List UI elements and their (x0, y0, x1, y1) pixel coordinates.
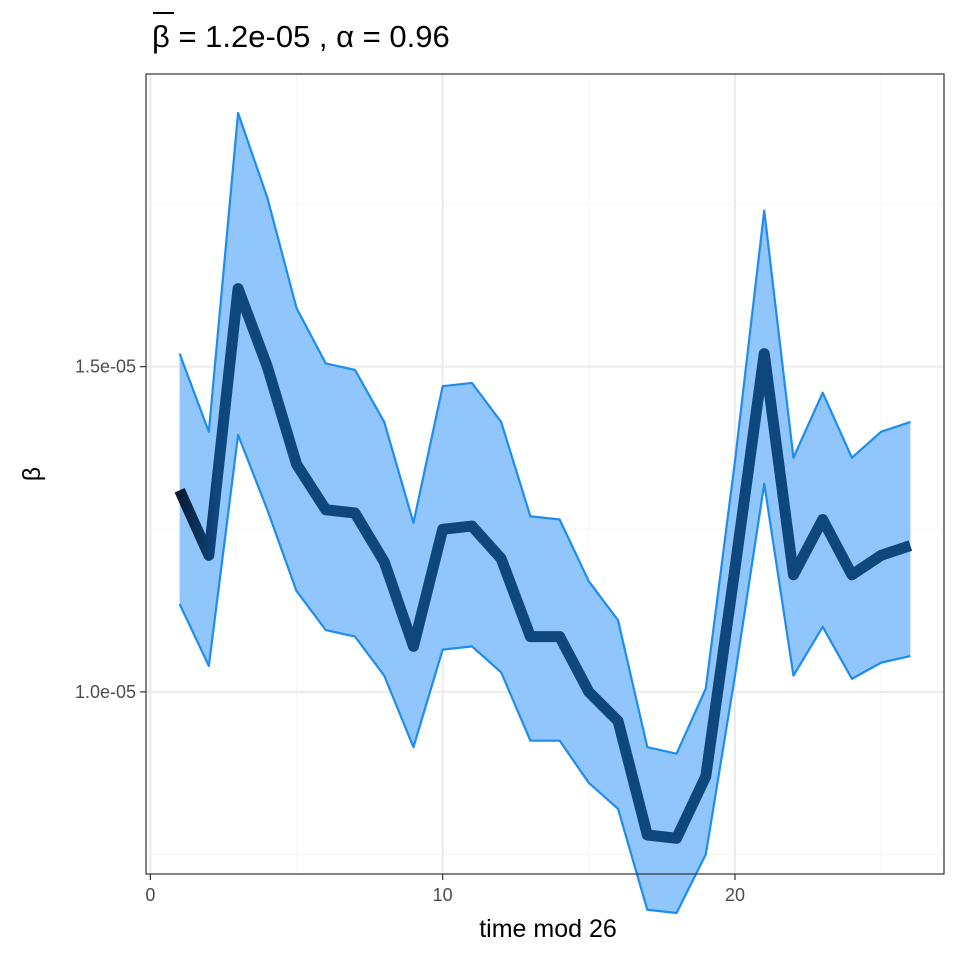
chart-title: β = 1.2e-05 , α = 0.96 (152, 19, 450, 54)
ribbon-area (179, 113, 911, 914)
lower-bound-line (178, 433, 911, 915)
x-tick-label: 20 (725, 885, 745, 905)
axis-ticks: 0 10 20 1.0e-05 1.5e-05 (75, 357, 745, 905)
mean-line-layer (174, 283, 913, 844)
x-tick-label: 0 (145, 885, 155, 905)
x-axis-title: time mod 26 (479, 915, 617, 943)
panel-border (145, 73, 945, 875)
upper-bound-line (178, 111, 911, 755)
title-values: = 1.2e-05 , α = 0.96 (170, 19, 450, 54)
y-axis-title: β (18, 467, 46, 481)
confidence-ribbon (178, 111, 911, 915)
y-tick-label: 1.0e-05 (75, 682, 136, 702)
title-beta-symbol: β (152, 19, 170, 54)
mean-line (174, 283, 913, 844)
x-tick-label: 10 (433, 885, 453, 905)
y-tick-label: 1.5e-05 (75, 357, 136, 377)
